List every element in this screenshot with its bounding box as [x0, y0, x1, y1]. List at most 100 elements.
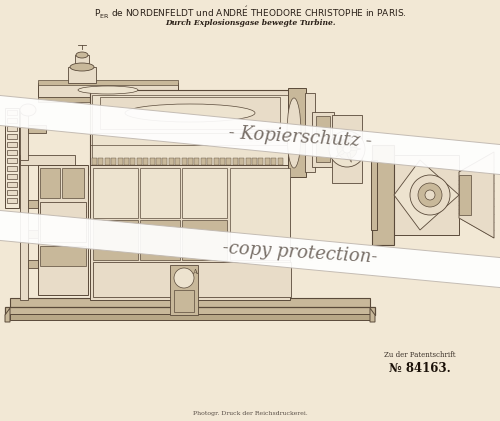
Bar — [271, 158, 276, 165]
Bar — [38, 83, 178, 97]
Ellipse shape — [70, 63, 94, 71]
Bar — [93, 220, 138, 260]
Bar — [220, 158, 225, 165]
Bar — [182, 168, 227, 218]
Bar — [371, 160, 377, 230]
Text: - Kopierschutz -: - Kopierschutz - — [228, 124, 372, 150]
Bar — [7, 182, 17, 187]
Bar — [246, 158, 250, 165]
Bar — [214, 158, 218, 165]
Bar — [7, 190, 17, 195]
Bar — [20, 155, 28, 300]
Text: Durch Explosionsgase bewegte Turbine.: Durch Explosionsgase bewegte Turbine. — [165, 19, 335, 27]
Polygon shape — [347, 136, 352, 149]
Polygon shape — [336, 141, 347, 149]
Polygon shape — [0, 95, 500, 175]
Polygon shape — [394, 160, 459, 230]
Ellipse shape — [125, 104, 255, 122]
Bar — [137, 158, 142, 165]
Polygon shape — [370, 308, 375, 322]
Bar — [111, 158, 116, 165]
Circle shape — [425, 190, 435, 200]
Bar — [7, 158, 17, 163]
Bar — [75, 55, 89, 69]
Bar — [201, 158, 206, 165]
Polygon shape — [347, 149, 352, 163]
Bar — [140, 168, 180, 218]
Bar — [5, 307, 375, 315]
Bar — [130, 158, 136, 165]
Text: Zu der Patentschrift: Zu der Patentschrift — [384, 351, 456, 359]
Bar — [174, 290, 194, 312]
Bar — [188, 158, 193, 165]
Polygon shape — [347, 147, 361, 151]
Bar — [7, 142, 17, 147]
Bar — [305, 93, 315, 172]
Bar — [124, 158, 129, 165]
Bar — [7, 166, 17, 171]
Polygon shape — [336, 149, 347, 157]
Bar — [93, 168, 138, 218]
Bar — [40, 168, 60, 198]
Bar — [459, 175, 471, 215]
Bar — [372, 145, 394, 245]
Bar — [38, 80, 178, 85]
Bar — [288, 88, 306, 177]
Polygon shape — [5, 308, 10, 322]
Text: № 84163.: № 84163. — [389, 362, 451, 375]
Bar — [233, 158, 238, 165]
Bar — [156, 158, 161, 165]
Polygon shape — [0, 210, 500, 288]
Bar — [7, 126, 17, 131]
Bar — [143, 158, 148, 165]
Circle shape — [337, 139, 357, 159]
Bar — [316, 116, 330, 136]
Bar — [28, 200, 46, 208]
Bar — [239, 158, 244, 165]
Bar — [7, 118, 17, 123]
Text: -copy protection-: -copy protection- — [222, 239, 378, 267]
Bar — [182, 158, 186, 165]
Bar — [7, 150, 17, 155]
Bar — [226, 158, 232, 165]
Bar — [118, 158, 122, 165]
Bar — [5, 108, 19, 208]
Bar — [20, 155, 75, 165]
Polygon shape — [459, 152, 494, 238]
Bar — [7, 134, 17, 139]
Bar — [62, 168, 84, 198]
Ellipse shape — [76, 52, 88, 58]
Circle shape — [329, 131, 365, 167]
Bar — [140, 220, 180, 260]
Bar — [68, 67, 96, 83]
Bar — [10, 314, 370, 320]
Circle shape — [174, 268, 194, 288]
Bar — [207, 158, 212, 165]
Bar — [150, 158, 154, 165]
Bar — [265, 158, 270, 165]
Bar — [105, 158, 110, 165]
Bar — [230, 168, 290, 260]
Bar — [258, 158, 264, 165]
Text: A: A — [192, 268, 198, 276]
Bar — [278, 158, 282, 165]
Bar — [194, 158, 200, 165]
Circle shape — [343, 145, 351, 153]
Bar — [90, 165, 290, 300]
Bar — [28, 125, 46, 133]
Text: Photogr. Druck der Reichsdruckerei.: Photogr. Druck der Reichsdruckerei. — [192, 410, 308, 416]
Bar — [98, 158, 103, 165]
Bar — [92, 95, 288, 170]
Text: $\rm P_{ER}\ de\ NORDENFELDT\ und\ ANDR\acute{E}\ THEODORE\ CHRISTOPHE\ in\ PARI: $\rm P_{ER}\ de\ NORDENFELDT\ und\ ANDR\… — [94, 5, 406, 21]
Bar — [92, 158, 97, 165]
Bar — [312, 112, 334, 167]
Bar — [7, 174, 17, 179]
Bar — [90, 90, 290, 175]
Circle shape — [410, 175, 450, 215]
Bar — [10, 298, 370, 308]
Bar — [40, 246, 86, 266]
Bar — [394, 155, 459, 235]
Bar — [182, 220, 227, 260]
Bar — [28, 260, 46, 268]
Bar — [7, 198, 17, 203]
